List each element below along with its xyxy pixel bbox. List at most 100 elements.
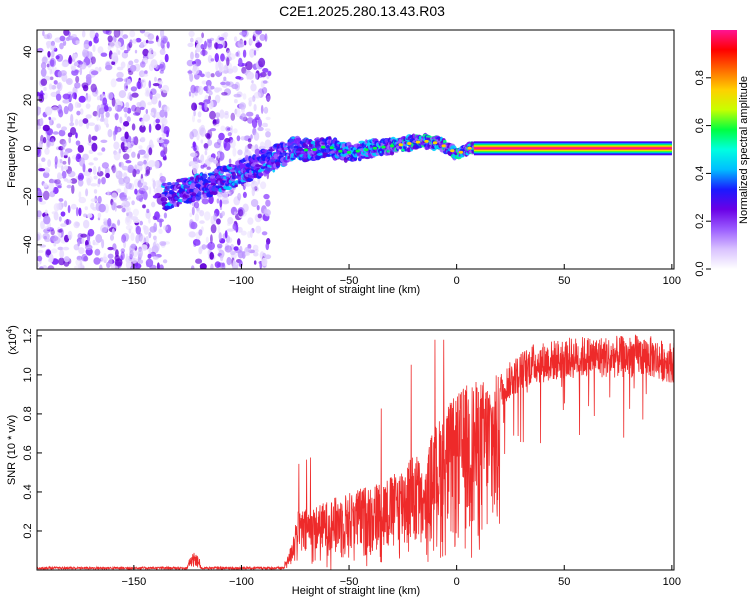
noise-blob — [121, 165, 129, 171]
noise-blob — [46, 63, 50, 68]
noise-blob — [58, 257, 65, 266]
noise-blob — [240, 113, 247, 121]
noise-blob — [232, 223, 237, 231]
noise-blob — [163, 225, 169, 231]
noise-blob — [107, 35, 113, 43]
noise-blob — [190, 37, 194, 43]
noise-blob — [37, 106, 42, 116]
noise-blob — [114, 258, 123, 267]
noise-blob — [260, 104, 264, 114]
noise-blob — [223, 76, 227, 81]
noise-blob — [195, 241, 201, 246]
noise-blob — [107, 92, 114, 100]
ridge-core — [432, 141, 438, 145]
noise-blob — [81, 253, 88, 262]
noise-blob — [224, 245, 232, 253]
noise-blob — [138, 149, 146, 155]
noise-blob — [237, 250, 244, 259]
noise-blob — [137, 248, 143, 258]
noise-blob — [88, 162, 94, 166]
ridge-core — [424, 139, 429, 143]
noise-blob — [66, 179, 73, 184]
noise-blob — [158, 63, 164, 69]
noise-blob — [254, 148, 261, 156]
noise-blob — [159, 172, 163, 179]
noise-blob — [61, 61, 69, 68]
x-tick-label: 0 — [454, 275, 460, 287]
noise-blob — [132, 250, 138, 258]
noise-blob — [56, 123, 62, 129]
noise-blob — [135, 225, 141, 235]
noise-blob — [78, 247, 85, 255]
noise-blob — [73, 265, 82, 269]
noise-blob — [85, 175, 93, 184]
noise-blob — [219, 254, 224, 262]
noise-blob — [134, 58, 139, 64]
noise-blob — [147, 253, 152, 259]
noise-blob — [84, 206, 88, 211]
noise-blob — [63, 200, 68, 208]
noise-blob — [63, 165, 69, 171]
y-tick-label: −40 — [22, 236, 34, 255]
noise-blob — [199, 210, 205, 217]
noise-blob — [255, 114, 260, 118]
x-tick-label: 50 — [558, 576, 570, 588]
noise-blob — [259, 72, 267, 78]
noise-blob — [233, 36, 238, 42]
noise-blob — [93, 36, 99, 44]
spectrogram-blobs — [37, 30, 672, 269]
noise-blob — [146, 208, 150, 214]
snr-series-line — [37, 334, 674, 570]
noise-blob — [114, 125, 118, 135]
noise-blob — [234, 99, 238, 104]
noise-blob — [208, 95, 212, 101]
noise-blob — [158, 100, 162, 108]
noise-blob — [238, 57, 243, 67]
noise-blob — [50, 91, 58, 97]
snr-x-axis: −150 −100 −50 0 50 100 — [121, 565, 681, 588]
noise-blob — [243, 40, 247, 46]
noise-blob — [204, 102, 208, 111]
noise-blob — [188, 231, 196, 238]
noise-blob — [51, 106, 59, 112]
noise-blob — [199, 127, 206, 137]
noise-blob — [88, 134, 92, 144]
ridge-blob — [298, 146, 303, 152]
noise-blob — [93, 157, 99, 161]
noise-blob — [43, 92, 48, 100]
noise-blob — [93, 189, 98, 194]
noise-blob — [101, 227, 108, 233]
noise-blob — [53, 203, 60, 212]
noise-blob — [67, 31, 71, 37]
noise-blob — [266, 95, 271, 101]
noise-blob — [48, 83, 53, 90]
ridge-blob — [325, 148, 330, 153]
noise-blob — [128, 60, 134, 66]
ridge-core — [329, 146, 334, 150]
noise-blob — [188, 30, 195, 37]
ridge-core — [346, 150, 352, 154]
noise-blob — [250, 199, 259, 207]
noise-blob — [55, 55, 60, 60]
noise-blob — [90, 198, 98, 203]
snr-frame — [36, 329, 675, 571]
ridge-core — [441, 144, 446, 148]
noise-blob — [235, 76, 242, 80]
noise-blob — [49, 57, 56, 68]
noise-blob — [85, 114, 92, 119]
ridge-core — [407, 142, 412, 145]
noise-blob — [205, 236, 209, 243]
ridge-core — [450, 149, 455, 153]
noise-blob — [132, 136, 137, 144]
noise-blob — [253, 104, 257, 112]
noise-blob — [55, 182, 62, 187]
noise-blob — [75, 75, 80, 83]
noise-blob — [144, 31, 151, 37]
noise-blob — [244, 145, 249, 153]
noise-blob — [42, 190, 50, 201]
noise-blob — [73, 53, 78, 59]
noise-blob — [40, 220, 45, 230]
noise-blob — [101, 256, 108, 262]
noise-blob — [82, 153, 89, 161]
noise-blob — [260, 181, 267, 190]
